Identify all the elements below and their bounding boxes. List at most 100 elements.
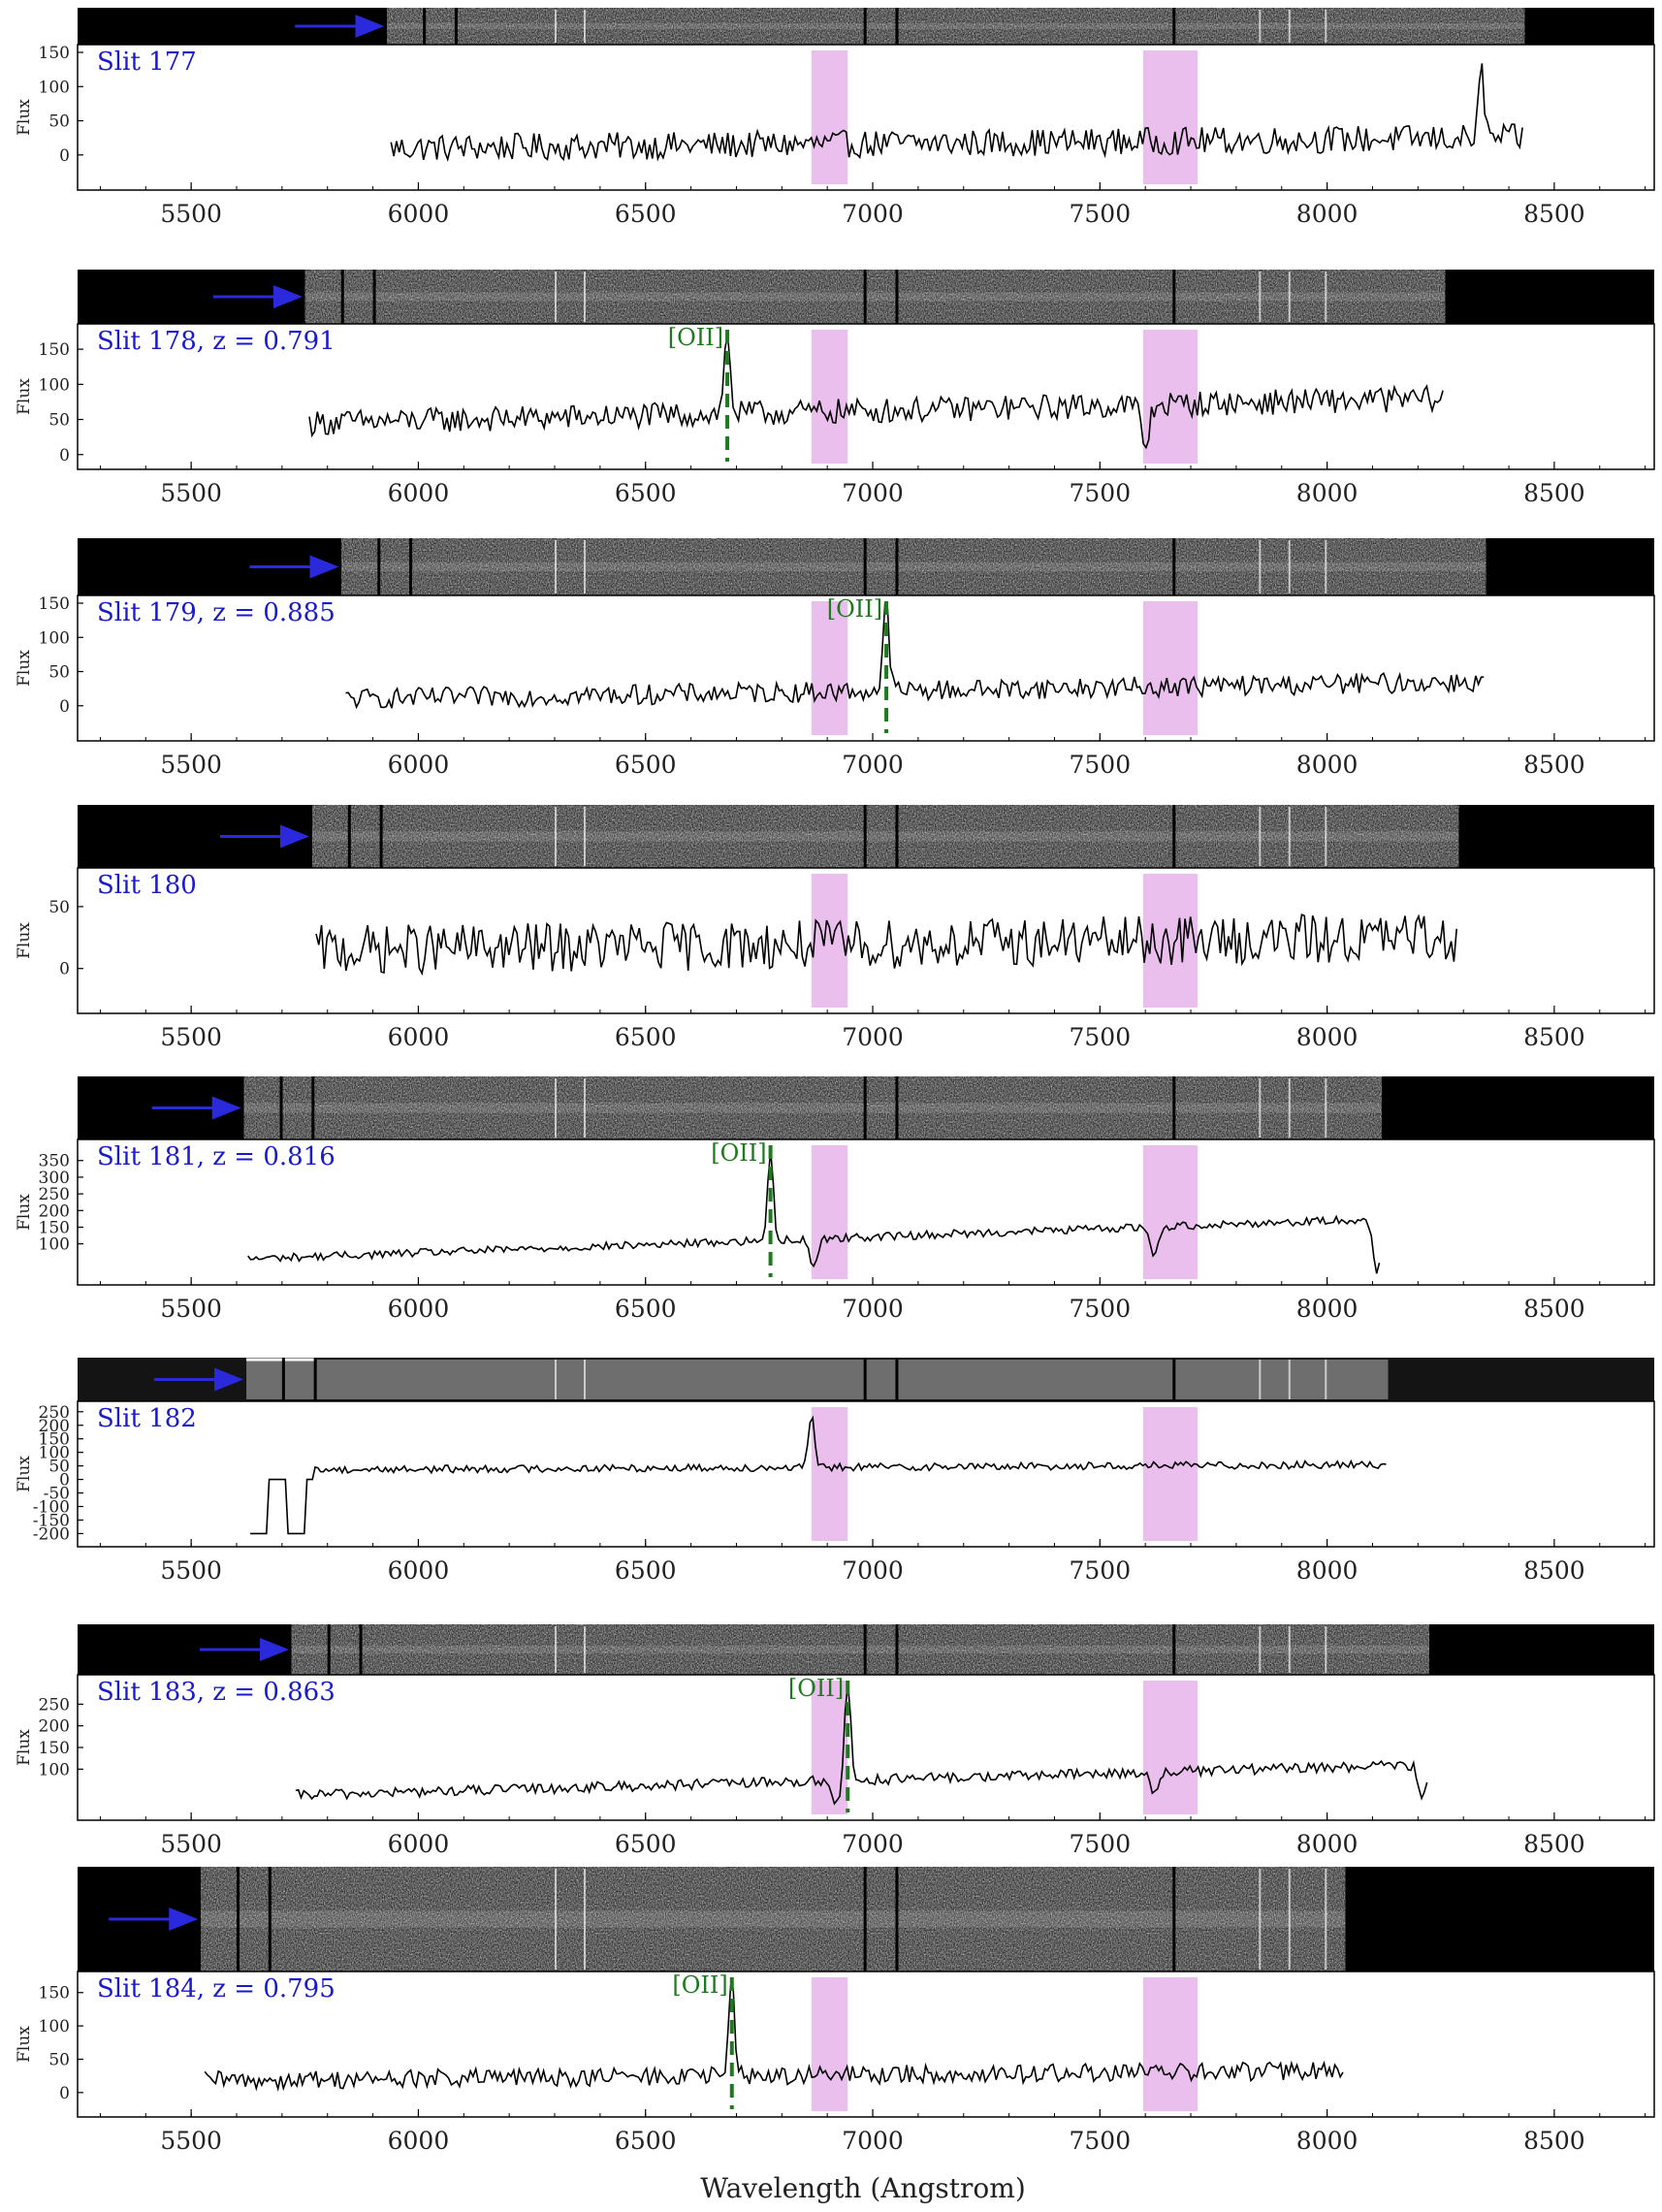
- x-tick-label: 6500: [615, 1295, 677, 1323]
- oii-label: [OII]: [672, 1972, 727, 1999]
- y-tick-label: 100: [39, 1235, 70, 1255]
- spectrum-line: [345, 602, 1485, 710]
- y-tick-label: 0: [59, 960, 70, 979]
- sky-line: [555, 1626, 558, 1673]
- sky-line: [1325, 1869, 1327, 1970]
- spectrum-2d-image: [304, 270, 1446, 324]
- x-tick-label: 8000: [1296, 751, 1358, 779]
- panel-2: [OII] Slit 178, z = 0.791 0 50 100 150 Flux 550…: [15, 270, 1655, 507]
- sky-line: [1259, 1626, 1262, 1673]
- slit-label: Slit 183, z = 0.863: [97, 1678, 336, 1707]
- y-tick-label: 50: [48, 112, 70, 132]
- x-tick-label: 8500: [1523, 2127, 1585, 2155]
- x-tick-label: 6000: [388, 2127, 450, 2155]
- telluric-band: [1142, 1407, 1199, 1541]
- sky-line: [1325, 1360, 1327, 1399]
- sky-line: [1325, 540, 1327, 593]
- y-tick-label: 50: [48, 411, 70, 431]
- telluric-band: [811, 601, 848, 735]
- spectrum-2d-gap: [372, 270, 376, 324]
- sky-line: [1325, 1078, 1327, 1138]
- sky-line: [1288, 1360, 1291, 1399]
- slit-label: Slit 177: [97, 48, 197, 77]
- x-tick-label: 8000: [1296, 1830, 1358, 1858]
- spectrum-2d-image: [291, 1624, 1429, 1675]
- spectrum-2d-image: [246, 1360, 1389, 1399]
- spectrum-2d-gap: [863, 270, 867, 324]
- x-tick-label: 7000: [842, 1830, 904, 1858]
- telluric-band: [1142, 874, 1199, 1008]
- spectrum-line: [250, 1415, 1387, 1535]
- sky-line: [584, 1078, 587, 1138]
- sky-line: [1259, 1360, 1262, 1399]
- spectrum-line: [295, 1683, 1428, 1806]
- sky-line: [1259, 1869, 1262, 1970]
- plot-area: [77, 594, 1655, 742]
- sky-line: [555, 1360, 558, 1399]
- spectrum-2d-gap: [1172, 1076, 1176, 1139]
- x-tick-label: 5500: [160, 1830, 222, 1858]
- spectrum-line: [247, 1150, 1381, 1274]
- plot-area: [77, 1674, 1655, 1821]
- sky-line: [1288, 1869, 1291, 1970]
- spectrum-2d-gap: [454, 8, 458, 45]
- spectrum-2d-gap: [895, 1867, 899, 1972]
- spectrum-2d-trace: [341, 561, 1486, 572]
- x-tick-label: 5500: [160, 1556, 222, 1585]
- spectrum-2d-gap: [1172, 8, 1176, 45]
- spectrum-2d-trace: [291, 1645, 1429, 1654]
- spectrum-line: [315, 914, 1457, 977]
- spectrum-2d-trace: [201, 1910, 1346, 1928]
- spectrum-2d-image: [312, 805, 1459, 868]
- x-axis-label: Wavelength (Angstrom): [700, 2172, 1026, 2204]
- spectrum-2d-gap: [1172, 538, 1176, 595]
- y-tick-label: 0: [59, 446, 70, 465]
- spectrum-2d-gap: [1172, 1867, 1176, 1972]
- oii-label: [OII]: [788, 1675, 844, 1702]
- y-tick-label: 0: [59, 697, 70, 717]
- spectrum-2d-gap: [340, 270, 344, 324]
- telluric-band: [1142, 1681, 1199, 1814]
- x-tick-label: 5500: [160, 751, 222, 779]
- telluric-band: [811, 874, 848, 1008]
- x-tick-label: 8500: [1523, 1556, 1585, 1585]
- sky-line: [1288, 1626, 1291, 1673]
- spectrum-2d-image: [341, 538, 1486, 595]
- slit-label: Slit 184, z = 0.795: [97, 1974, 336, 2004]
- x-tick-label: 7000: [842, 2127, 904, 2155]
- x-tick-label: 6500: [615, 2127, 677, 2155]
- sky-line: [1325, 272, 1327, 322]
- spectrum-2d-trace: [304, 292, 1446, 302]
- sky-line: [1259, 807, 1262, 866]
- oii-label: [OII]: [827, 595, 882, 623]
- plot-area: [77, 44, 1655, 191]
- spectrum-2d-gap: [409, 538, 413, 595]
- x-tick-label: 7500: [1070, 2127, 1132, 2155]
- y-tick-label: -150: [33, 1511, 70, 1530]
- sky-line: [1259, 1078, 1262, 1138]
- slit-label: Slit 179, z = 0.885: [97, 598, 336, 627]
- x-tick-label: 8500: [1523, 1830, 1585, 1858]
- x-tick-label: 7500: [1070, 751, 1132, 779]
- y-tick-label: 50: [48, 898, 70, 917]
- sky-line: [1288, 1078, 1291, 1138]
- oii-label: [OII]: [711, 1139, 766, 1167]
- y-tick-label: 150: [39, 594, 70, 614]
- spectrum-2d-gap: [313, 1358, 317, 1401]
- y-tick-label: 350: [39, 1152, 70, 1171]
- spectrum-2d-gap: [863, 805, 867, 868]
- x-tick-label: 7500: [1070, 1295, 1132, 1323]
- y-axis-label: Flux: [15, 99, 34, 136]
- sky-line: [555, 1869, 558, 1970]
- spectrum-2d-gap: [327, 1624, 331, 1675]
- spectrum-2d-gap: [895, 805, 899, 868]
- plot-area: [77, 1971, 1655, 2118]
- spectrum-2d-gap: [1172, 270, 1176, 324]
- x-tick-label: 5500: [160, 479, 222, 507]
- x-tick-label: 8000: [1296, 2127, 1358, 2155]
- sky-line: [555, 10, 558, 43]
- y-tick-label: 250: [39, 1403, 70, 1423]
- x-tick-label: 6500: [615, 479, 677, 507]
- y-axis-label: Flux: [15, 1456, 34, 1492]
